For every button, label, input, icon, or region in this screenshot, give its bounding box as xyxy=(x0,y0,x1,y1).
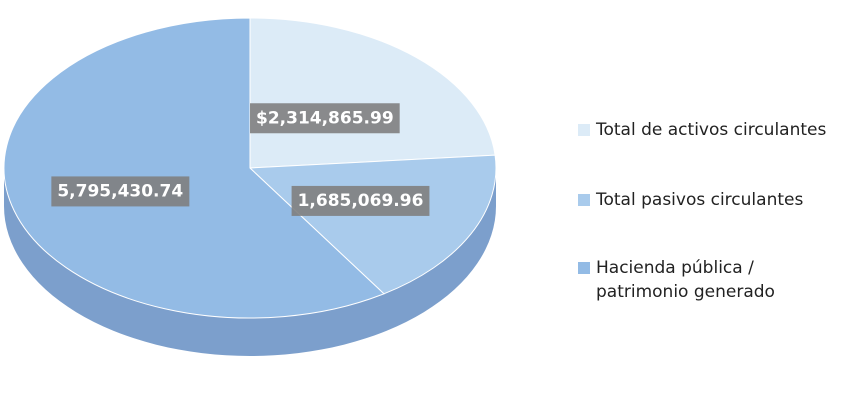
legend-item: Hacienda pública / patrimonio generado xyxy=(578,256,848,304)
pie-slice xyxy=(249,17,496,169)
legend-swatch xyxy=(578,194,590,206)
data-label: $2,314,865.99 xyxy=(250,103,400,134)
data-label-text: 1,685,069.96 xyxy=(298,191,424,211)
data-label-box xyxy=(51,176,190,207)
legend-swatch xyxy=(578,124,590,136)
data-label: 1,685,069.96 xyxy=(291,185,430,216)
legend-label: Hacienda pública / patrimonio generado xyxy=(596,258,775,302)
legend-swatch xyxy=(578,262,590,274)
data-label: 5,795,430.74 xyxy=(51,176,190,207)
legend-item: Total pasivos circulantes xyxy=(578,188,848,212)
data-label-text: $2,314,865.99 xyxy=(256,108,394,128)
pie-side xyxy=(4,168,496,356)
data-label-box xyxy=(250,103,400,134)
data-label-text: 5,795,430.74 xyxy=(57,181,183,201)
legend-item: Total de activos circulantes xyxy=(578,118,848,142)
pie-slice xyxy=(3,17,385,319)
legend-label: Total pasivos circulantes xyxy=(596,190,804,210)
legend-label: Total de activos circulantes xyxy=(596,120,827,140)
data-label-box xyxy=(291,185,430,216)
